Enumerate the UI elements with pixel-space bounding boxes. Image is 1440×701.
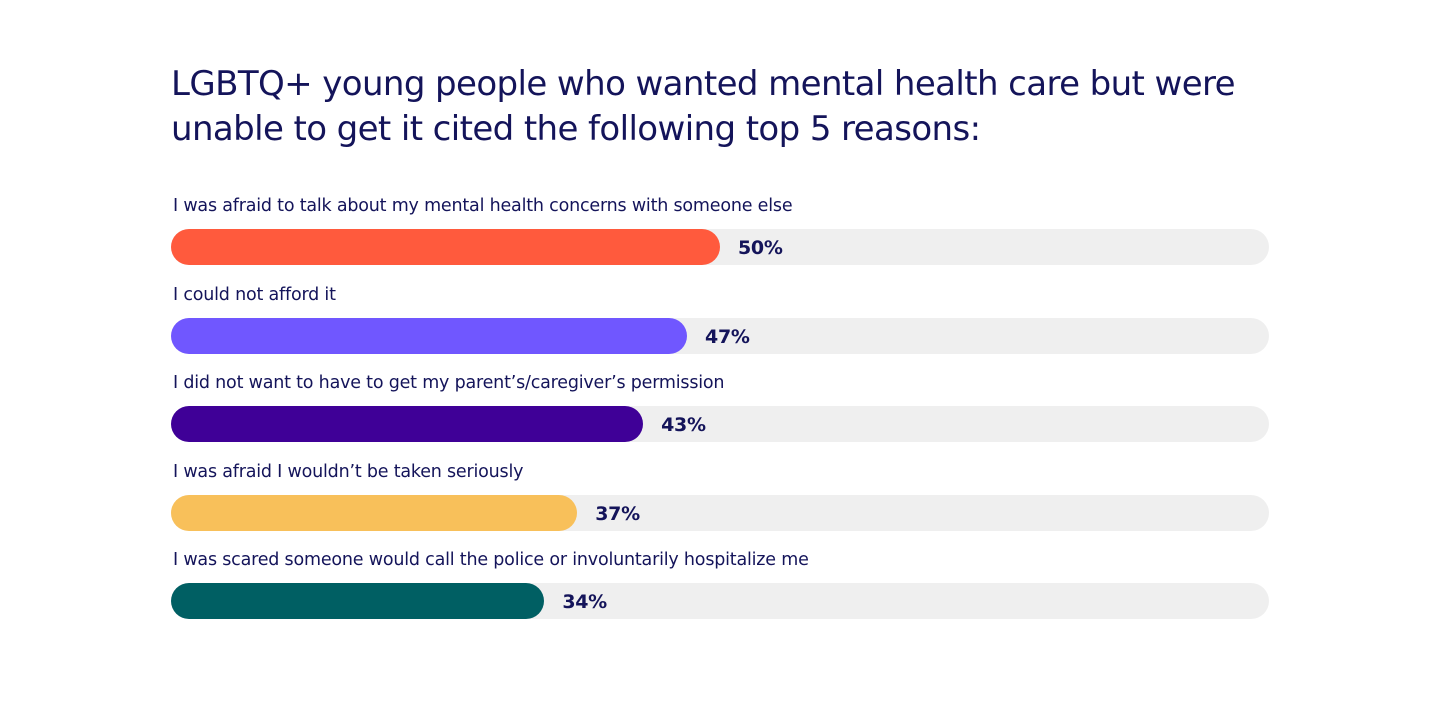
bar-track [171,583,1269,619]
bar [171,406,644,442]
value-label: 47% [705,325,750,348]
chart: LGBTQ+ young people who wanted mental he… [171,62,1271,619]
bar [171,229,720,265]
value-label: 37% [595,502,640,525]
bar-row: I did not want to have to get my parent’… [171,369,1271,457]
value-label: 50% [738,237,783,259]
chart-title: LGBTQ+ young people who wanted mental he… [171,64,1236,149]
bar-row: I was afraid to talk about my mental hea… [171,192,1271,280]
bar-track [171,229,1269,265]
value-label: 34% [562,591,607,613]
value-label: 43% [661,414,706,436]
bar-track [171,317,1269,354]
bar-row: I was scared someone would call the poli… [171,546,1271,634]
category-label: I did not want to have to get my parent’… [173,373,725,393]
bar-row: I was afraid I wouldn’t be taken serious… [171,458,1271,546]
bar [171,583,545,619]
category-label: I was afraid to talk about my mental hea… [173,196,793,216]
bar [171,317,688,354]
category-label: I was afraid I wouldn’t be taken serious… [173,461,524,482]
bar-row: I could not afford it 47% [171,281,1271,369]
category-label: I was scared someone would call the poli… [173,550,809,570]
bar-track [171,494,1269,531]
bar-track [171,406,1269,442]
bar [171,494,578,531]
category-label: I could not afford it [173,284,336,305]
